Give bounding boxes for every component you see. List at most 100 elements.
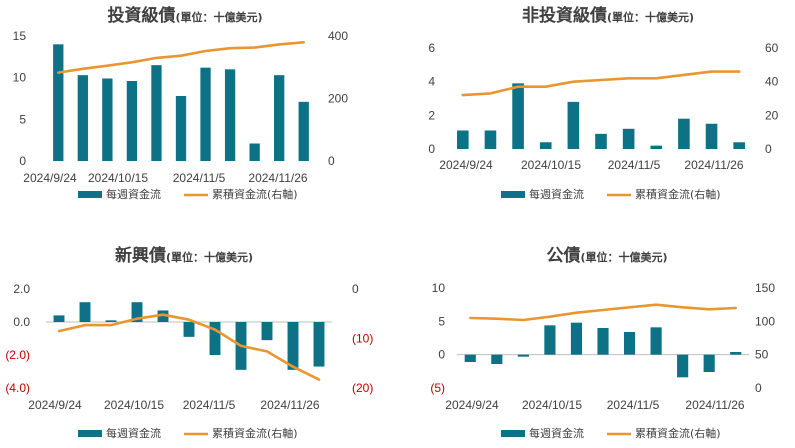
right-axis-tick-label: 0 [352,282,359,296]
chart-panel-emerging-market: 新興債(單位：十億美元) 2.0 0.0 (2.0) (4.0) 0 (10) (20) 202… [0,224,397,448]
x-axis-tick-label: 2024/10/15 [104,398,164,412]
bar-2024-11-19 [261,322,273,341]
chart-panel-high-yield: 非投資級債(單位：十億美元) 0 2 4 6 0 20 40 60 2024/9/24 2024/1… [397,0,795,224]
legend: 每週資金流 累積資金流(右軸) [501,187,721,201]
left-axis-tick-label: 4 [428,75,435,89]
chart-title-unit: (單位：十億美元) [580,250,667,264]
left-axis-tick-label: 5 [19,112,26,126]
bar-2024-9-24 [53,315,65,322]
chart-svg: 新興債(單位：十億美元) 2.0 0.0 (2.0) (4.0) 0 (10) (20) 202… [5,245,373,440]
left-axis-tick-label: 0 [19,154,26,168]
chart-panel-government: 公債(單位：十億美元) 10 5 0 (5) 0 50 100 150 2024/9/24 2024… [397,224,795,448]
chart-title: 投資級債(單位：十億美元) [107,5,262,26]
right-axis-tick-label: 60 [765,41,779,55]
right-axis-tick-label: 50 [755,348,769,362]
legend: 每週資金流 累積資金流(右軸) [78,426,298,440]
bar-2024-11-5 [622,128,635,149]
chart-title-unit: (單位：十億美元) [175,10,262,24]
legend-line-label: 累積資金流(右軸) [212,426,298,440]
x-axis-tick-label: 2024/10/15 [88,171,148,185]
bar-2024-12-3 [313,322,325,367]
legend-line-label: 累積資金流(右軸) [212,187,298,201]
left-axis-tick-label: 15 [13,29,27,43]
bar-2024-10-29 [597,328,609,355]
right-axis-tick-label: 400 [328,29,348,43]
bar-2024-10-29 [175,96,187,161]
x-axis-tick-label: 2024/10/15 [521,158,581,172]
bar-2024-10-15 [126,81,138,161]
x-axis-tick-label: 2024/11/26 [248,171,307,185]
chart-title: 公債(單位：十億美元) [546,245,667,266]
left-axis-tick-label: (2.0) [5,348,30,362]
bar-2024-11-26 [287,322,299,370]
bar-2024-11-19 [678,118,690,149]
bar-2024-10-29 [183,322,195,337]
x-axis-tick-label: 2024/9/24 [445,398,499,412]
chart-title-unit: (單位：十億美元) [166,250,253,264]
chart-panel-investment-grade: 投資級債(單位：十億美元) 0 5 10 15 0 200 400 2024/9/24 2024/… [0,0,397,224]
right-axis-tick-label: 200 [328,92,348,106]
left-axis-tick-label: 6 [428,41,435,55]
bar-2024-11-12 [650,327,662,355]
bar-2024-10-29 [595,133,607,149]
legend-bar-swatch [78,191,102,198]
chart-title-unit: (單位：十億美元) [607,10,694,24]
x-axis-tick-label: 2024/11/26 [684,158,743,172]
chart-title-main: 投資級債 [107,5,175,26]
left-axis-tick-label: 10 [13,71,27,85]
x-axis-tick-label: 2024/9/24 [28,398,82,412]
chart-title: 非投資級債(單位：十億美元) [522,5,694,26]
cumulative-flow-line [56,40,306,74]
bar-2024-10-8 [512,83,524,149]
chart-title: 新興債(單位：十億美元) [115,245,253,266]
bar-2024-10-1 [79,302,91,322]
legend-bar-label: 每週資金流 [529,426,584,440]
left-axis-tick-label: 5 [438,314,445,328]
x-axis-tick-label: 2024/11/5 [183,398,236,412]
bar-2024-10-22 [567,101,580,149]
bar-2024-11-26 [274,75,285,161]
bar-2024-12-3 [298,101,309,161]
left-axis-tick-label: 2.0 [13,282,30,296]
x-axis-tick-label: 2024/11/26 [685,398,744,412]
x-axis-tick-label: 2024/9/24 [23,171,77,185]
legend: 每週資金流 累積資金流(右軸) [501,426,721,440]
right-axis-tick-label: 0 [765,142,772,156]
x-axis-tick-label: 2024/10/15 [522,398,582,412]
right-axis-tick-label: 0 [328,154,335,168]
left-axis-tick-label: (4.0) [5,381,30,395]
bar-2024-11-5 [200,67,211,161]
legend: 每週資金流 累積資金流(右軸) [78,187,298,201]
right-axis-tick-label: 20 [765,108,779,122]
bar-2024-10-8 [517,354,529,357]
right-axis-tick-label: (10) [352,332,373,346]
chart-title-main: 非投資級債 [522,5,607,26]
right-axis-tick-label: 100 [755,314,775,328]
bar-2024-10-1 [484,130,497,149]
cumulative-flow-line [57,313,321,381]
x-axis-tick-label: 2024/11/5 [173,171,226,185]
bar-2024-10-15 [544,325,556,355]
left-axis-tick-label: (5) [430,381,445,395]
cumulative-flow-line [469,303,738,322]
right-axis-tick-label: 150 [755,281,775,295]
legend-line-label: 累積資金流(右軸) [635,426,721,440]
bar-2024-10-8 [105,320,117,322]
legend-bar-swatch [501,191,525,198]
bar-2024-12-3 [730,352,742,355]
x-axis-tick-label: 2024/9/24 [439,158,493,172]
bar-2024-9-24 [53,44,64,162]
cumulative-flow-line [461,70,741,97]
legend-bar-label: 每週資金流 [106,187,161,201]
legend-line-label: 累積資金流(右軸) [635,187,721,201]
chart-svg: 投資級債(單位：十億美元) 0 5 10 15 0 200 400 2024/9/24 2024/… [13,5,349,201]
bar-2024-10-22 [157,310,169,322]
bar-2024-12-3 [733,142,745,149]
bar-2024-10-1 [491,354,503,364]
bar-2024-9-24 [457,130,469,149]
bar-2024-11-19 [677,354,689,378]
x-axis-tick-label: 2024/11/5 [608,158,661,172]
legend-bar-swatch [78,430,102,437]
